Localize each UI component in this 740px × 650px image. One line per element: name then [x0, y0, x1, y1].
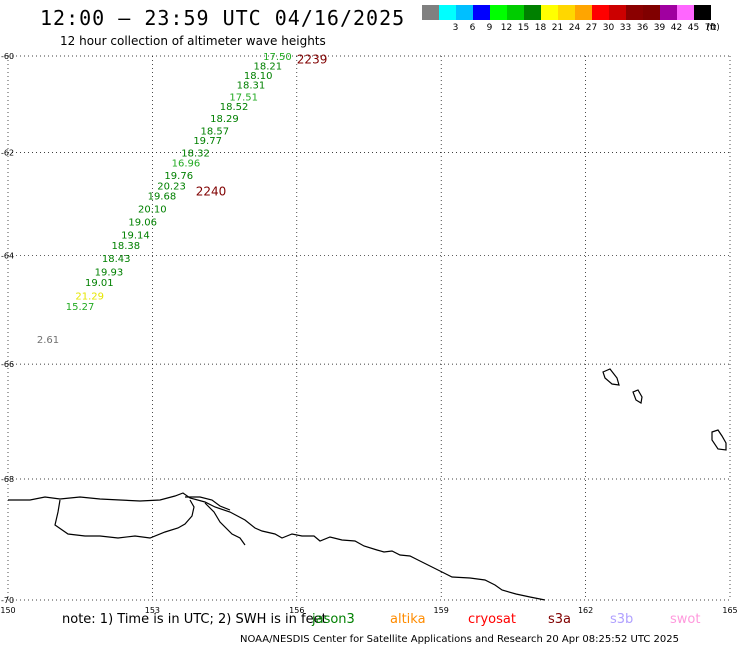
scale-label: 36	[636, 23, 649, 33]
wave-height-value: 17.51	[229, 92, 258, 103]
wave-height-value: 17.50	[263, 52, 292, 63]
scale-swatch	[592, 5, 609, 20]
wave-height-value: 18.29	[210, 114, 239, 125]
scale-label: 70	[704, 23, 717, 33]
wave-height-value: 18.57	[201, 126, 230, 137]
scale-swatch	[507, 5, 524, 20]
scale-swatch	[558, 5, 575, 20]
scale-swatch	[643, 5, 660, 20]
wave-height-value: 18.32	[181, 149, 210, 160]
wave-height-value: 19.14	[121, 230, 150, 241]
page-subtitle: 12 hour collection of altimeter wave hei…	[60, 34, 326, 48]
satellite-legend-item: jason3	[312, 612, 355, 627]
lon-label: 165	[722, 606, 737, 615]
scale-label: 21	[551, 23, 564, 33]
lat-label: -70	[1, 596, 14, 605]
coast-inlet	[54, 499, 195, 539]
coastline	[8, 368, 727, 601]
scale-swatch	[456, 5, 473, 20]
scale-label: 30	[602, 23, 615, 33]
observations-layer: 17.5018.2118.1018.3117.5118.5218.2918.57…	[37, 52, 292, 346]
page-title: 12:00 – 23:59 UTC 04/16/2025	[40, 6, 406, 30]
scale-label: 12	[500, 23, 513, 33]
wave-height-value: 2.61	[37, 335, 59, 346]
scale-swatch	[473, 5, 490, 20]
lon-label: 153	[145, 606, 160, 615]
scale-swatch	[422, 5, 439, 20]
satellite-legend-item: s3a	[548, 612, 572, 627]
wave-height-value: 18.52	[220, 102, 249, 113]
scale-label: 42	[670, 23, 683, 33]
scale-swatch	[541, 5, 558, 20]
lon-label: 156	[289, 606, 304, 615]
lon-label: 150	[0, 606, 15, 615]
wave-height-value: 18.38	[111, 241, 140, 252]
satellite-legend-item: altika	[390, 612, 426, 627]
lat-label: -68	[1, 475, 14, 484]
wave-height-value: 15.27	[66, 302, 95, 313]
scale-label: 9	[486, 23, 493, 33]
latitude-labels: -60 -62 -64 -66 -68 -70	[1, 52, 14, 605]
lon-label: 159	[434, 606, 449, 615]
longitude-labels: 150 153 156 159 162 165	[0, 606, 737, 615]
wave-height-value: 18.10	[244, 71, 273, 82]
scale-label: 24	[568, 23, 581, 33]
wave-height-value: 16.96	[172, 159, 201, 170]
scale-label: 27	[585, 23, 598, 33]
lat-label: -64	[1, 251, 14, 260]
scale-swatch	[490, 5, 507, 20]
wave-height-value: 19.93	[95, 267, 124, 278]
scale-label: 6	[469, 23, 476, 33]
scale-label: 15	[517, 23, 530, 33]
antarctic-coastline	[8, 492, 546, 601]
lat-label: -66	[1, 360, 14, 369]
island-2	[632, 389, 643, 404]
scale-swatch	[694, 5, 711, 20]
island-1	[602, 368, 620, 386]
wave-height-value: 19.77	[193, 136, 222, 147]
footer-note: note: 1) Time is in UTC; 2) SWH is in fe…	[62, 612, 327, 627]
coast-inlet-2	[204, 502, 246, 546]
wave-height-value: 19.06	[128, 217, 157, 228]
scale-swatch	[626, 5, 643, 20]
pass-time-label: 2240	[196, 184, 227, 198]
scale-label: 3	[452, 23, 459, 33]
wave-height-value: 20.10	[138, 204, 167, 215]
wave-height-value: 19.01	[85, 278, 114, 289]
wave-height-value: 19.68	[148, 192, 177, 203]
lon-label: 162	[578, 606, 593, 615]
footer-credit: NOAA/NESDIS Center for Satellite Applica…	[240, 634, 679, 645]
scale-swatch	[575, 5, 592, 20]
scale-swatch	[439, 5, 456, 20]
wave-height-value: 18.21	[253, 61, 282, 72]
lat-label: -60	[1, 52, 14, 61]
scale-swatch	[524, 5, 541, 20]
island-3	[711, 429, 727, 451]
scale-label: 18	[534, 23, 547, 33]
scale-swatch	[677, 5, 694, 20]
map-grid	[7, 55, 731, 601]
scale-swatch	[609, 5, 626, 20]
scale-label: 39	[653, 23, 666, 33]
scale-label: 45	[687, 23, 700, 33]
wave-height-value: 21.29	[75, 291, 104, 302]
scale-label: 33	[619, 23, 632, 33]
wave-height-value: 18.43	[102, 254, 131, 265]
scale-swatch	[660, 5, 677, 20]
satellite-legend-item: cryosat	[468, 612, 516, 627]
scale-unit: (ft)	[706, 23, 720, 33]
wave-height-value: 18.31	[237, 80, 266, 91]
pass-labels-layer: 2239 2240	[196, 52, 328, 198]
pass-time-label: 2239	[297, 52, 328, 66]
lat-label: -62	[1, 149, 14, 158]
coast-peninsula	[185, 496, 231, 511]
wave-height-value: 19.76	[164, 171, 193, 182]
satellite-legend-item: swot	[670, 612, 701, 627]
satellite-legend-item: s3b	[610, 612, 634, 627]
wave-height-value: 20.23	[157, 181, 186, 192]
